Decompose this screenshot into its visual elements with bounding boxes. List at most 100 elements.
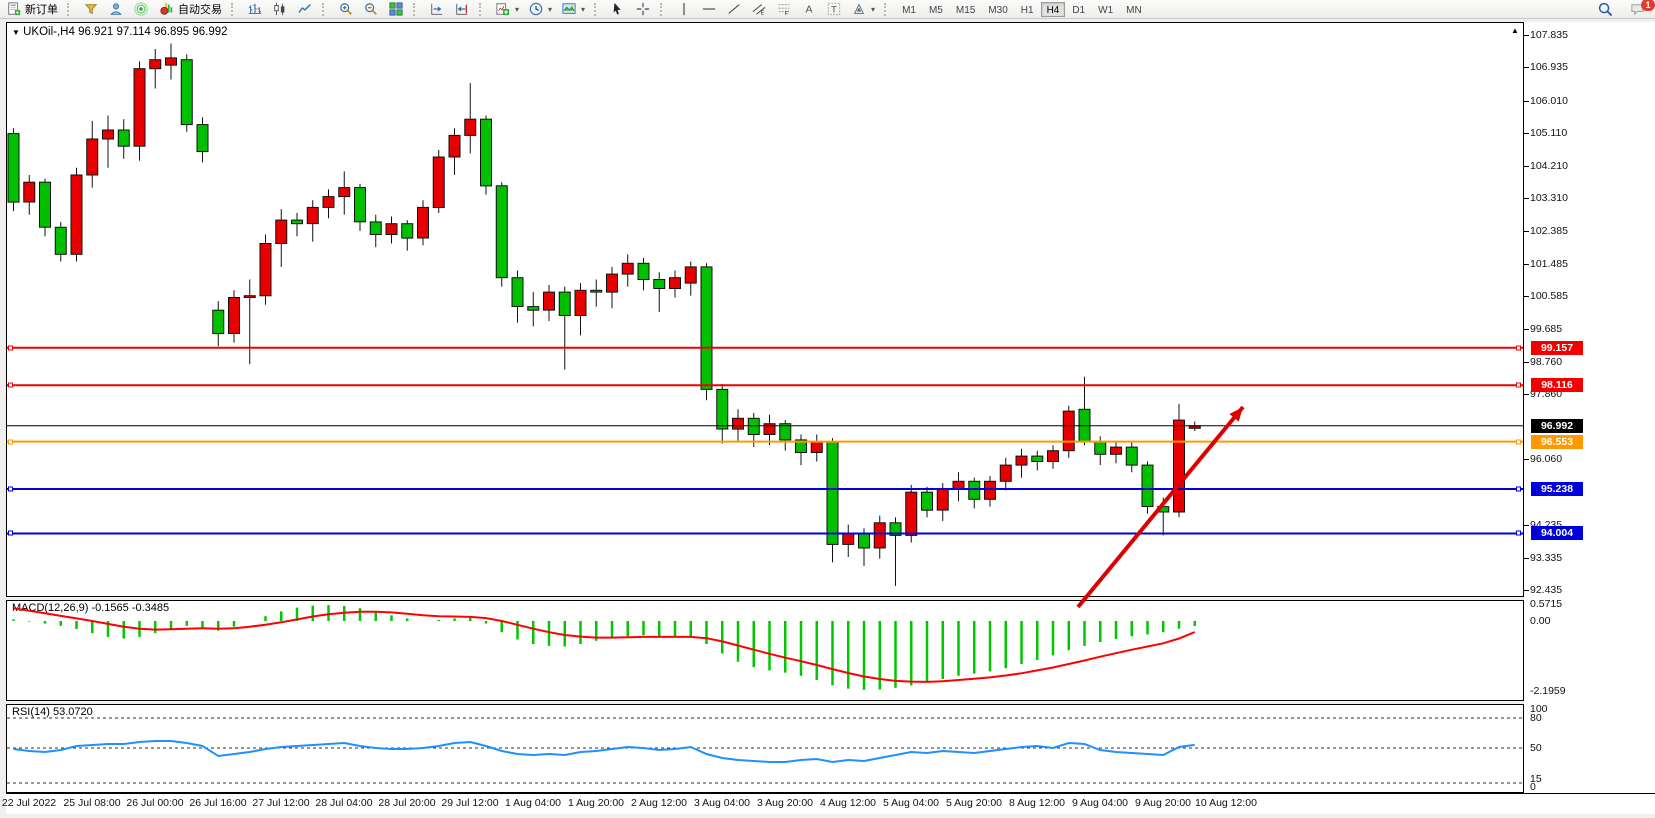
level-line-handle[interactable] xyxy=(8,345,13,351)
tile-windows-button[interactable] xyxy=(384,2,408,17)
line-chart-button[interactable] xyxy=(293,2,317,17)
price-tick-mark xyxy=(1524,525,1529,527)
periods-icon xyxy=(528,1,544,17)
search-button[interactable] xyxy=(1593,2,1617,17)
signal-button[interactable] xyxy=(129,2,153,17)
bar-chart-button[interactable] xyxy=(243,2,267,17)
macd-indicator-pane[interactable] xyxy=(6,600,1524,701)
price-tick-mark xyxy=(1524,394,1529,396)
support-button[interactable] xyxy=(104,2,128,17)
timeframe-w1-button[interactable]: W1 xyxy=(1098,4,1114,16)
chart-collapse-icon[interactable]: ▼ xyxy=(12,28,20,37)
timeframe-m30-button[interactable]: M30 xyxy=(988,4,1008,16)
templates-button[interactable]: ▾ xyxy=(557,2,589,17)
price-level-badge: 96.553 xyxy=(1531,434,1583,449)
rsi-tick-label: 15 xyxy=(1530,773,1542,785)
price-tick-mark xyxy=(1524,589,1529,591)
level-line-handle[interactable] xyxy=(1516,530,1521,536)
level-line-handle[interactable] xyxy=(1516,486,1521,492)
price-tick-label: 99.685 xyxy=(1530,322,1563,335)
new-order-button[interactable]: 新订单 xyxy=(2,2,62,17)
timeframe-m5-button[interactable]: M5 xyxy=(928,4,943,16)
time-tick-label: 2 Aug 12:00 xyxy=(630,797,688,809)
vertical-line-button[interactable] xyxy=(672,2,696,17)
zoom-in-button[interactable] xyxy=(334,2,358,17)
price-tick-label: 98.760 xyxy=(1530,356,1563,369)
line-chart-icon xyxy=(297,1,313,17)
market-depth-button[interactable] xyxy=(79,2,103,17)
time-tick-label: 8 Aug 12:00 xyxy=(1008,797,1066,809)
arrows-button[interactable]: ▾ xyxy=(847,2,879,17)
price-chart-pane[interactable] xyxy=(6,22,1524,597)
level-line-handle[interactable] xyxy=(8,439,13,445)
zoom-out-button[interactable] xyxy=(359,2,383,17)
rsi-tick-label: 0 xyxy=(1530,781,1536,793)
time-tick-label: 9 Aug 20:00 xyxy=(1134,797,1192,809)
auto-trading-button[interactable]: 自动交易 xyxy=(155,2,226,17)
fibonacci-button[interactable]: F xyxy=(772,2,796,17)
price-axis[interactable]: 107.835 106.935 106.010 105.110 104.210 103.3… xyxy=(1524,22,1655,793)
indicators-button[interactable]: ▾ xyxy=(491,2,523,17)
price-tick-mark xyxy=(1524,328,1529,330)
timeframe-mn-button[interactable]: MN xyxy=(1126,4,1142,16)
level-line-handle[interactable] xyxy=(1516,439,1521,445)
horizontal-line-button[interactable] xyxy=(697,2,721,17)
time-tick-label: 1 Aug 20:00 xyxy=(567,797,625,809)
text-label-button[interactable]: T xyxy=(822,2,846,17)
notifications-button[interactable]: 1 xyxy=(1625,0,1655,17)
rsi-tick-label: 80 xyxy=(1530,712,1542,724)
time-tick-label: 29 Jul 12:00 xyxy=(441,797,499,809)
price-tick-mark xyxy=(1524,165,1529,167)
price-tick-label: 93.335 xyxy=(1530,551,1563,564)
timeframe-d1-button[interactable]: D1 xyxy=(1072,4,1086,16)
rsi-label: RSI(14) 53.0720 xyxy=(12,706,93,718)
support-icon xyxy=(108,1,124,17)
timeframe-h1-button[interactable]: H1 xyxy=(1020,4,1034,16)
time-tick-label: 22 Jul 2022 xyxy=(1,797,57,809)
timeframe-h4-button[interactable]: H4 xyxy=(1040,1,1066,17)
toolbar-separator xyxy=(479,2,486,16)
toolbar-separator xyxy=(322,2,329,16)
time-axis[interactable]: 22 Jul 2022 25 Jul 08:00 26 Jul 00:00 26 Ju… xyxy=(2,793,1655,814)
fibonacci-icon: F xyxy=(776,1,792,17)
crosshair-button[interactable] xyxy=(631,2,655,17)
text-button[interactable]: A xyxy=(797,2,821,17)
time-tick-label: 27 Jul 12:00 xyxy=(252,797,310,809)
rsi-indicator-pane[interactable] xyxy=(6,704,1524,793)
trendline-button[interactable] xyxy=(722,2,746,17)
cursor-button[interactable] xyxy=(606,2,630,17)
signal-icon xyxy=(133,1,149,17)
auto-scroll-button[interactable] xyxy=(425,2,449,17)
chart-shift-marker-icon[interactable]: ▲ xyxy=(1511,26,1519,35)
text-label-icon: T xyxy=(826,1,842,17)
timeframe-m1-button[interactable]: M1 xyxy=(902,4,916,16)
candlestick-chart-button[interactable] xyxy=(268,2,292,17)
auto-trading-label: 自动交易 xyxy=(178,4,222,16)
periods-button[interactable]: ▾ xyxy=(524,2,556,17)
price-tick-mark xyxy=(1524,296,1529,298)
level-line-handle[interactable] xyxy=(1516,382,1521,388)
toolbar-separator xyxy=(594,2,601,16)
level-line-handle[interactable] xyxy=(8,530,13,536)
chevron-down-icon: ▾ xyxy=(581,4,586,14)
macd-label: MACD(12,26,9) -0.1565 -0.3485 xyxy=(12,602,170,614)
macd-tick-label: 0.00 xyxy=(1530,615,1551,627)
equidistant-channel-button[interactable]: E xyxy=(747,2,771,17)
price-tick-label: 106.010 xyxy=(1530,94,1568,107)
svg-text:E: E xyxy=(761,10,765,16)
timeframe-m15-button[interactable]: M15 xyxy=(955,4,976,16)
price-tick-mark xyxy=(1524,67,1529,69)
candlestick-chart-icon xyxy=(272,1,288,17)
price-tick-mark xyxy=(1524,557,1529,559)
level-line-handle[interactable] xyxy=(8,486,13,492)
time-tick-label: 5 Aug 04:00 xyxy=(882,797,940,809)
rsi-tick-label: 100 xyxy=(1530,703,1548,715)
vertical-line-icon xyxy=(676,1,692,17)
chevron-down-icon: ▾ xyxy=(548,4,553,14)
level-line-handle[interactable] xyxy=(1516,345,1521,351)
price-tick-mark xyxy=(1524,362,1529,364)
price-tick-label: 96.060 xyxy=(1530,453,1563,466)
level-line-handle[interactable] xyxy=(8,382,13,388)
chart-shift-button[interactable] xyxy=(450,2,474,17)
zoom-out-icon xyxy=(363,1,379,17)
